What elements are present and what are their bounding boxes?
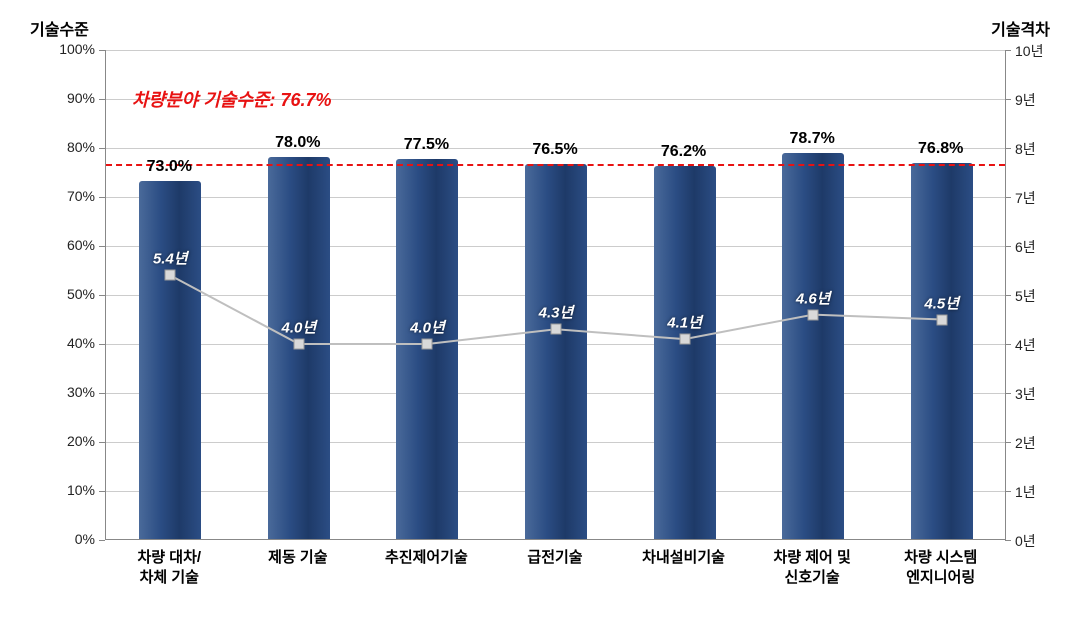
left-tick-mark [99, 344, 105, 345]
reference-line-label: 차량분야 기술수준: 76.7% [132, 86, 332, 112]
x-axis-label: 제동 기술 [233, 548, 363, 568]
right-tick-label: 1년 [1015, 482, 1063, 502]
left-tick-label: 0% [47, 531, 95, 547]
bar [525, 164, 587, 539]
bar-value-label: 76.2% [624, 143, 744, 161]
line-marker [422, 339, 433, 350]
right-tick-label: 3년 [1015, 384, 1063, 404]
right-tick-label: 9년 [1015, 90, 1063, 110]
line-marker [293, 339, 304, 350]
x-axis-label: 추진제어기술 [361, 548, 491, 568]
right-tick-mark [1005, 246, 1011, 247]
left-tick-label: 20% [47, 433, 95, 449]
left-tick-mark [99, 491, 105, 492]
bar [139, 181, 201, 539]
left-axis-title: 기술수준 [30, 16, 89, 40]
line-marker [936, 314, 947, 325]
right-tick-mark [1005, 393, 1011, 394]
right-tick-mark [1005, 540, 1011, 541]
line-value-label: 4.5년 [902, 292, 982, 313]
bar-value-label: 76.8% [881, 140, 1001, 158]
bar [782, 153, 844, 539]
left-tick-label: 70% [47, 188, 95, 204]
right-tick-mark [1005, 50, 1011, 51]
right-tick-mark [1005, 491, 1011, 492]
bar-value-label: 73.0% [109, 158, 229, 176]
line-marker [551, 324, 562, 335]
line-value-label: 4.1년 [645, 312, 725, 333]
right-tick-label: 6년 [1015, 237, 1063, 257]
left-tick-label: 50% [47, 286, 95, 302]
x-axis-label: 차량 제어 및 신호기술 [747, 548, 877, 587]
x-axis-label: 차량 시스템 엔지니어링 [876, 548, 1006, 587]
chart-container: 기술수준 기술격차 5.4년 4.0년 4.0년 4.3년 4.1년 4.6년 4.5년 차… [20, 10, 1060, 605]
right-tick-mark [1005, 295, 1011, 296]
left-tick-label: 60% [47, 237, 95, 253]
left-tick-mark [99, 442, 105, 443]
left-tick-mark [99, 540, 105, 541]
line-marker [165, 270, 176, 281]
bar-value-label: 78.7% [752, 130, 872, 148]
left-tick-mark [99, 393, 105, 394]
line-value-label: 4.0년 [259, 317, 339, 338]
left-tick-mark [99, 50, 105, 51]
left-tick-mark [99, 148, 105, 149]
left-tick-label: 40% [47, 335, 95, 351]
right-tick-label: 0년 [1015, 531, 1063, 551]
reference-line [106, 164, 1005, 166]
line-value-label: 4.0년 [387, 317, 467, 338]
x-axis-label: 차내설비기술 [619, 548, 749, 568]
right-axis-title: 기술격차 [991, 16, 1050, 40]
bar [654, 166, 716, 539]
left-tick-mark [99, 295, 105, 296]
line-value-label: 4.6년 [773, 287, 853, 308]
right-tick-label: 7년 [1015, 188, 1063, 208]
bar-value-label: 78.0% [238, 134, 358, 152]
right-tick-label: 4년 [1015, 335, 1063, 355]
plot-area: 5.4년 4.0년 4.0년 4.3년 4.1년 4.6년 4.5년 [105, 50, 1005, 540]
bar-value-label: 76.5% [495, 141, 615, 159]
left-tick-mark [99, 197, 105, 198]
right-tick-label: 10년 [1015, 41, 1063, 61]
left-tick-mark [99, 246, 105, 247]
bar [911, 163, 973, 539]
right-tick-mark [1005, 344, 1011, 345]
right-tick-mark [1005, 442, 1011, 443]
right-tick-mark [1005, 148, 1011, 149]
left-tick-label: 90% [47, 90, 95, 106]
right-tick-label: 5년 [1015, 286, 1063, 306]
right-tick-label: 8년 [1015, 139, 1063, 159]
x-axis-label: 급전기술 [490, 548, 620, 568]
left-tick-label: 80% [47, 139, 95, 155]
left-tick-mark [99, 99, 105, 100]
left-tick-label: 10% [47, 482, 95, 498]
x-axis-label: 차량 대차/ 차체 기술 [104, 548, 234, 587]
bar-value-label: 77.5% [366, 136, 486, 154]
line-marker [808, 309, 819, 320]
right-tick-mark [1005, 197, 1011, 198]
right-tick-mark [1005, 99, 1011, 100]
line-value-label: 4.3년 [516, 302, 596, 323]
gridline [106, 50, 1005, 51]
left-tick-label: 100% [47, 41, 95, 57]
line-marker [679, 334, 690, 345]
left-tick-label: 30% [47, 384, 95, 400]
line-value-label: 5.4년 [130, 248, 210, 269]
right-tick-label: 2년 [1015, 433, 1063, 453]
